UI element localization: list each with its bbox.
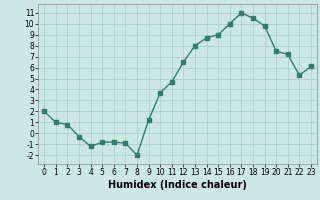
X-axis label: Humidex (Indice chaleur): Humidex (Indice chaleur) xyxy=(108,180,247,190)
